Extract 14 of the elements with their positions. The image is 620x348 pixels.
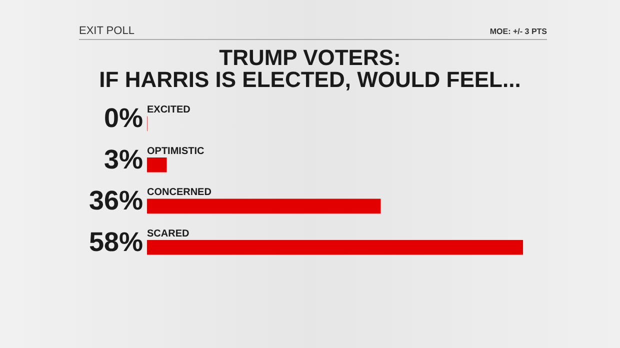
- y-tick-label: CONCERNED: [147, 187, 212, 198]
- y-tick-label: EXCITED: [147, 104, 190, 116]
- bar: [147, 198, 381, 214]
- bar: [147, 158, 167, 172]
- text: MOE: +/- 3 PTS: [490, 27, 547, 36]
- y-tick-label: SCARED: [147, 228, 190, 240]
- y-tick-label: OPTIMISTIC: [147, 146, 204, 157]
- data-label: 0%: [104, 103, 143, 134]
- chart-title: TRUMP VOTERS: IF HARRIS IS ELECTED, WOULD FEEL...: [98, 45, 522, 92]
- data-label: 36%: [88, 186, 143, 216]
- bar: [147, 240, 523, 255]
- text: EXIT POLL: [79, 25, 134, 37]
- data-label: 58%: [88, 226, 143, 257]
- data-label: 3%: [104, 144, 143, 174]
